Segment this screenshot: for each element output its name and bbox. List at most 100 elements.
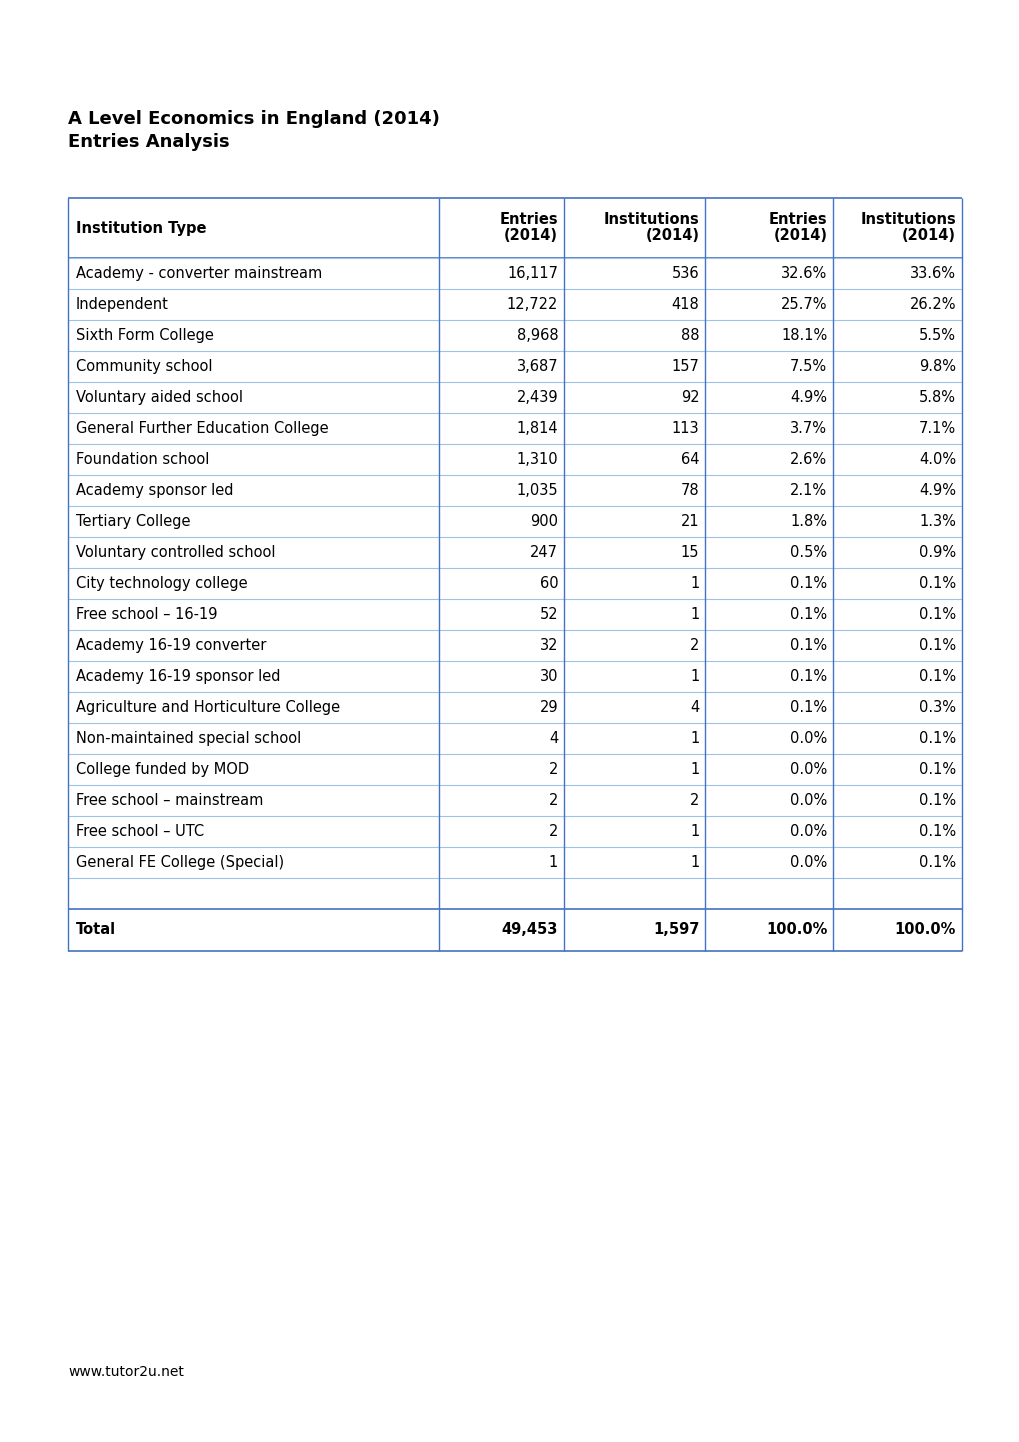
Text: 1: 1 bbox=[548, 855, 557, 870]
Text: 0.1%: 0.1% bbox=[790, 637, 826, 653]
Text: Institution Type: Institution Type bbox=[76, 221, 206, 235]
Text: Entries Analysis: Entries Analysis bbox=[68, 133, 229, 151]
Text: 113: 113 bbox=[672, 421, 699, 435]
Text: 4.0%: 4.0% bbox=[918, 451, 955, 467]
Text: 1: 1 bbox=[690, 669, 699, 684]
Text: Entries: Entries bbox=[768, 212, 826, 228]
Text: 9.8%: 9.8% bbox=[918, 359, 955, 373]
Text: 0.1%: 0.1% bbox=[918, 637, 955, 653]
Text: Free school – 16-19: Free school – 16-19 bbox=[76, 607, 217, 622]
Text: (2014): (2014) bbox=[503, 228, 557, 244]
Text: 1: 1 bbox=[690, 761, 699, 777]
Text: Total: Total bbox=[76, 923, 116, 937]
Text: Foundation school: Foundation school bbox=[76, 451, 209, 467]
Text: Independent: Independent bbox=[76, 297, 169, 311]
Text: 157: 157 bbox=[671, 359, 699, 373]
Text: City technology college: City technology college bbox=[76, 575, 248, 591]
Text: 26.2%: 26.2% bbox=[909, 297, 955, 311]
Text: (2014): (2014) bbox=[772, 228, 826, 244]
Text: A Level Economics in England (2014): A Level Economics in England (2014) bbox=[68, 110, 439, 128]
Text: Sixth Form College: Sixth Form College bbox=[76, 327, 214, 343]
Text: 0.1%: 0.1% bbox=[918, 793, 955, 808]
Text: 88: 88 bbox=[681, 327, 699, 343]
Text: 1: 1 bbox=[690, 823, 699, 839]
Text: Institutions: Institutions bbox=[603, 212, 699, 228]
Text: 12,722: 12,722 bbox=[506, 297, 557, 311]
Text: 3,687: 3,687 bbox=[516, 359, 557, 373]
Text: Agriculture and Horticulture College: Agriculture and Horticulture College bbox=[76, 699, 339, 715]
Text: 29: 29 bbox=[539, 699, 557, 715]
Text: 0.5%: 0.5% bbox=[790, 545, 826, 559]
Text: 60: 60 bbox=[539, 575, 557, 591]
Text: 900: 900 bbox=[530, 513, 557, 529]
Text: 0.1%: 0.1% bbox=[918, 669, 955, 684]
Text: 15: 15 bbox=[681, 545, 699, 559]
Text: 64: 64 bbox=[681, 451, 699, 467]
Text: 92: 92 bbox=[680, 389, 699, 405]
Text: 1,310: 1,310 bbox=[516, 451, 557, 467]
Text: 30: 30 bbox=[539, 669, 557, 684]
Text: Tertiary College: Tertiary College bbox=[76, 513, 191, 529]
Text: Academy 16-19 converter: Academy 16-19 converter bbox=[76, 637, 266, 653]
Text: (2014): (2014) bbox=[645, 228, 699, 244]
Text: 0.1%: 0.1% bbox=[790, 607, 826, 622]
Text: 0.1%: 0.1% bbox=[790, 669, 826, 684]
Text: 16,117: 16,117 bbox=[506, 265, 557, 281]
Text: (2014): (2014) bbox=[901, 228, 955, 244]
Text: 0.1%: 0.1% bbox=[918, 761, 955, 777]
Text: 0.0%: 0.0% bbox=[790, 761, 826, 777]
Text: 0.0%: 0.0% bbox=[790, 823, 826, 839]
Text: 0.1%: 0.1% bbox=[918, 855, 955, 870]
Text: 7.5%: 7.5% bbox=[790, 359, 826, 373]
Text: Academy - converter mainstream: Academy - converter mainstream bbox=[76, 265, 322, 281]
Text: 21: 21 bbox=[680, 513, 699, 529]
Text: 2,439: 2,439 bbox=[516, 389, 557, 405]
Text: 0.1%: 0.1% bbox=[790, 699, 826, 715]
Text: Entries: Entries bbox=[499, 212, 557, 228]
Text: 4.9%: 4.9% bbox=[918, 483, 955, 497]
Text: 0.3%: 0.3% bbox=[918, 699, 955, 715]
Text: 418: 418 bbox=[672, 297, 699, 311]
Text: Community school: Community school bbox=[76, 359, 212, 373]
Text: 5.5%: 5.5% bbox=[918, 327, 955, 343]
Text: 2.1%: 2.1% bbox=[790, 483, 826, 497]
Text: 2: 2 bbox=[690, 793, 699, 808]
Text: Free school – mainstream: Free school – mainstream bbox=[76, 793, 263, 808]
Text: 2: 2 bbox=[548, 761, 557, 777]
Text: 78: 78 bbox=[680, 483, 699, 497]
Text: Voluntary aided school: Voluntary aided school bbox=[76, 389, 243, 405]
Text: Free school – UTC: Free school – UTC bbox=[76, 823, 204, 839]
Text: 4.9%: 4.9% bbox=[790, 389, 826, 405]
Text: 32: 32 bbox=[539, 637, 557, 653]
Text: 1,814: 1,814 bbox=[516, 421, 557, 435]
Text: 0.0%: 0.0% bbox=[790, 793, 826, 808]
Text: 1,597: 1,597 bbox=[652, 923, 699, 937]
Text: 4: 4 bbox=[548, 731, 557, 746]
Text: 247: 247 bbox=[530, 545, 557, 559]
Text: General FE College (Special): General FE College (Special) bbox=[76, 855, 284, 870]
Text: 1,035: 1,035 bbox=[516, 483, 557, 497]
Text: College funded by MOD: College funded by MOD bbox=[76, 761, 249, 777]
Text: 1.3%: 1.3% bbox=[918, 513, 955, 529]
Text: 1.8%: 1.8% bbox=[790, 513, 826, 529]
Text: 33.6%: 33.6% bbox=[909, 265, 955, 281]
Text: General Further Education College: General Further Education College bbox=[76, 421, 328, 435]
Text: 536: 536 bbox=[672, 265, 699, 281]
Text: 18.1%: 18.1% bbox=[781, 327, 826, 343]
Text: 5.8%: 5.8% bbox=[918, 389, 955, 405]
Text: 52: 52 bbox=[539, 607, 557, 622]
Text: 0.1%: 0.1% bbox=[918, 823, 955, 839]
Text: 0.1%: 0.1% bbox=[918, 607, 955, 622]
Text: 0.9%: 0.9% bbox=[918, 545, 955, 559]
Text: 1: 1 bbox=[690, 607, 699, 622]
Text: 1: 1 bbox=[690, 731, 699, 746]
Text: 8,968: 8,968 bbox=[516, 327, 557, 343]
Text: Voluntary controlled school: Voluntary controlled school bbox=[76, 545, 275, 559]
Text: 0.1%: 0.1% bbox=[918, 575, 955, 591]
Text: 2: 2 bbox=[548, 793, 557, 808]
Text: 0.0%: 0.0% bbox=[790, 855, 826, 870]
Text: 0.0%: 0.0% bbox=[790, 731, 826, 746]
Text: 0.1%: 0.1% bbox=[790, 575, 826, 591]
Text: 7.1%: 7.1% bbox=[918, 421, 955, 435]
Text: 0.1%: 0.1% bbox=[918, 731, 955, 746]
